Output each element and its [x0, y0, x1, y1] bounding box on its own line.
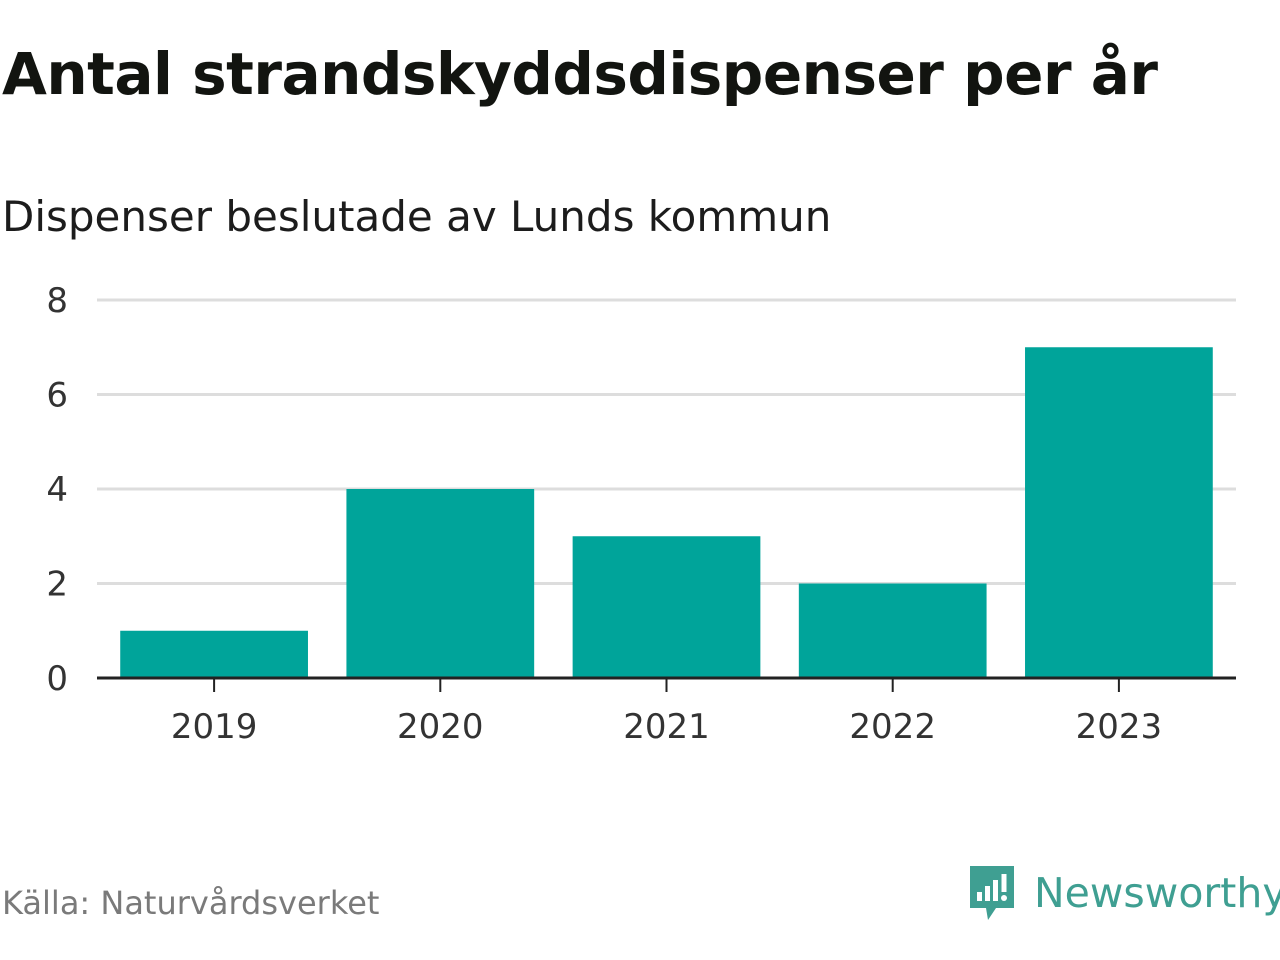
x-tick-label: 2021 — [623, 707, 710, 747]
brand-logo: Newsworthy — [966, 862, 1280, 924]
chart-subtitle: Dispenser beslutade av Lunds kommun — [2, 192, 832, 241]
bar-2022 — [798, 583, 987, 678]
source-note: Källa: Naturvårdsverket — [2, 884, 380, 922]
bars — [120, 347, 1213, 678]
brand-name: Newsworthy — [1034, 869, 1280, 917]
bar-chart: 0 2 4 6 8 2019 2020 2021 2022 2023 — [46, 281, 1236, 747]
bar-2020 — [346, 489, 535, 678]
y-tick-label: 2 — [46, 565, 68, 605]
y-tick-label: 4 — [46, 470, 68, 510]
newsworthy-logo-icon — [970, 866, 1014, 920]
bar-2021 — [572, 536, 761, 678]
chart-title: Antal strandskyddsdispenser per år — [2, 40, 1158, 108]
y-tick-label: 0 — [46, 659, 68, 699]
x-tick-label: 2020 — [397, 707, 484, 747]
bar-2023 — [1025, 347, 1213, 678]
bar-2019 — [120, 630, 308, 678]
y-tick-label: 8 — [46, 281, 68, 321]
x-tick-label: 2022 — [849, 707, 936, 747]
x-tick-label: 2023 — [1076, 707, 1163, 747]
axes: 0 2 4 6 8 2019 2020 2021 2022 2023 — [46, 281, 1236, 747]
y-tick-label: 6 — [46, 376, 68, 416]
x-tick-label: 2019 — [171, 707, 258, 747]
